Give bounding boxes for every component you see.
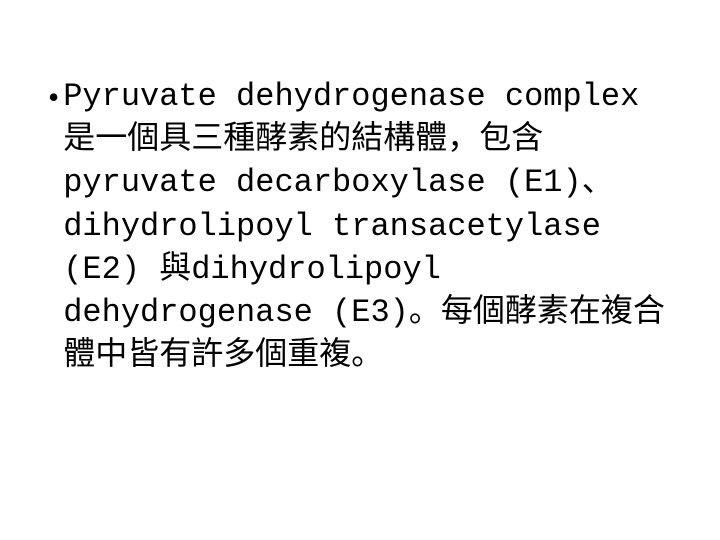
body-text: Pyruvate dehydrogenase complex是一個具三種酵素的結…	[63, 75, 668, 377]
slide-content: • Pyruvate dehydrogenase complex是一個具三種酵素…	[48, 75, 668, 377]
bullet-list-item: • Pyruvate dehydrogenase complex是一個具三種酵素…	[48, 75, 668, 377]
bullet-marker: •	[48, 75, 59, 120]
